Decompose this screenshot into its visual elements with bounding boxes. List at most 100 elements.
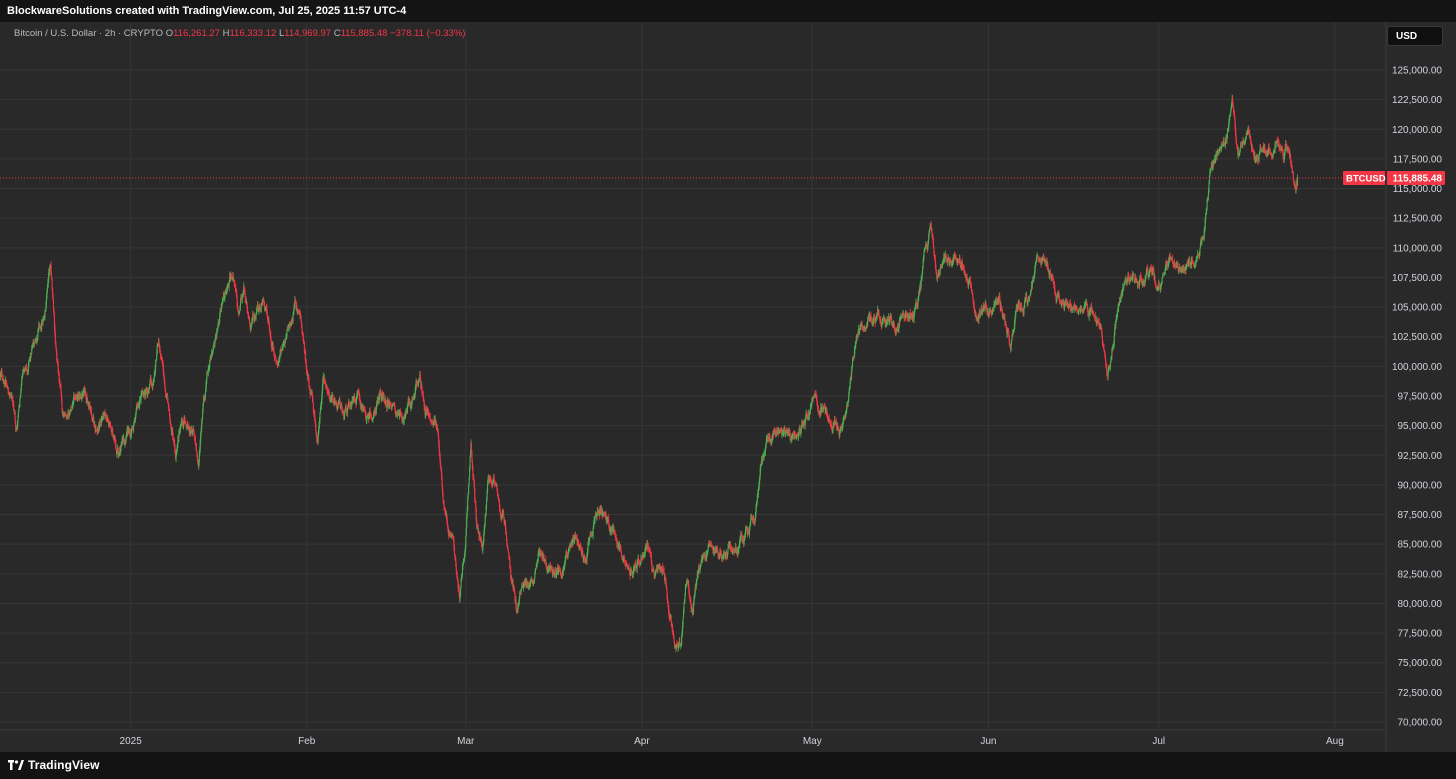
price-chart[interactable]: 125,000.00122,500.00120,000.00117,500.00… (0, 22, 1456, 752)
candle-body (616, 538, 618, 544)
candle-body (1159, 286, 1161, 289)
candle-body (1149, 269, 1151, 273)
candle-body (463, 557, 465, 561)
candle-body (458, 587, 460, 594)
candle-body (160, 355, 162, 359)
candle-body (239, 301, 242, 307)
candle-body (846, 406, 848, 411)
candle-body (201, 423, 203, 430)
candle-body (756, 500, 758, 506)
candle-body (274, 357, 277, 359)
candle-body (60, 394, 63, 401)
candle-body (899, 318, 901, 321)
candle-body (814, 393, 816, 395)
candle-body (4, 384, 6, 385)
candle-body (990, 310, 992, 311)
candle-body (1015, 308, 1017, 311)
candle-body (378, 396, 380, 401)
candle-body (1111, 349, 1113, 351)
candle-body (632, 570, 634, 574)
candle-body (764, 447, 766, 453)
candle-body (371, 419, 373, 421)
candle-body (210, 357, 212, 359)
candle-body (480, 539, 482, 544)
candle-body (896, 327, 899, 330)
candle-body (1008, 331, 1010, 337)
candle-body (1114, 327, 1116, 336)
candle-body (563, 565, 565, 568)
candle-body (490, 480, 492, 483)
candle-body (673, 633, 675, 639)
candle-body (264, 308, 266, 310)
candle-body (365, 415, 367, 421)
candle-body (752, 517, 754, 520)
candle-body (942, 261, 944, 263)
candle-body (269, 331, 271, 336)
candle-body (1161, 283, 1163, 286)
candle-body (6, 386, 8, 389)
candle-body (51, 287, 54, 295)
candle-body (1023, 303, 1025, 308)
candle-body (1105, 364, 1107, 366)
candle-body (962, 266, 964, 268)
candle-body (555, 570, 557, 575)
chart-area[interactable]: 125,000.00 122,500.00 120,000.00 117,500.00… (0, 22, 1456, 752)
candle-body (981, 306, 983, 312)
candle-body (988, 313, 990, 315)
candle-body (674, 645, 677, 649)
candle-body (541, 553, 543, 559)
candle-body (684, 594, 686, 602)
candle-body (348, 401, 350, 404)
candle-body (797, 434, 799, 436)
candle-body (400, 414, 402, 416)
candle-body (495, 485, 497, 487)
candle-body (1014, 313, 1016, 319)
candle-body (123, 437, 125, 443)
candle-body (330, 399, 332, 401)
candle-body (1119, 300, 1121, 303)
candle-body (339, 403, 341, 409)
candle-body (979, 311, 981, 314)
candle-body (364, 411, 366, 416)
candle-body (1054, 284, 1056, 291)
candle-body (360, 404, 362, 407)
candle-body (883, 317, 885, 321)
candle-body (353, 396, 356, 401)
candle-body (285, 336, 287, 338)
candle-body (1035, 261, 1037, 263)
candle-body (159, 352, 162, 356)
candle-body (57, 365, 59, 372)
candle-body (484, 524, 486, 529)
candle-body (783, 430, 785, 433)
candle-body (296, 305, 298, 309)
candle-body (337, 402, 340, 406)
candle-body (698, 567, 700, 570)
candle-body (718, 556, 720, 558)
candle-body (850, 376, 852, 382)
candle-body (1006, 332, 1008, 335)
candle-body (1145, 275, 1147, 279)
candle-body (968, 280, 970, 284)
candle-body (375, 406, 377, 412)
candle-body (960, 264, 962, 267)
candle-body (1053, 284, 1055, 286)
candle-body (38, 323, 40, 329)
candle-body (625, 564, 627, 567)
candle-body (969, 278, 971, 280)
candle-body (831, 427, 833, 429)
candle-body (708, 543, 710, 547)
candle-body (115, 444, 117, 450)
candle-body (795, 437, 797, 439)
candle-body (513, 587, 515, 591)
candle-body (444, 509, 446, 515)
candle-body (131, 427, 134, 430)
candle-body (536, 563, 538, 566)
candle-body (827, 416, 829, 420)
candle-body (273, 350, 275, 357)
candle-body (1004, 317, 1006, 325)
candle-body (620, 545, 622, 550)
candle-body (58, 371, 60, 373)
candle-body (854, 345, 856, 352)
candle-body (897, 328, 899, 330)
candle-body (414, 391, 416, 396)
